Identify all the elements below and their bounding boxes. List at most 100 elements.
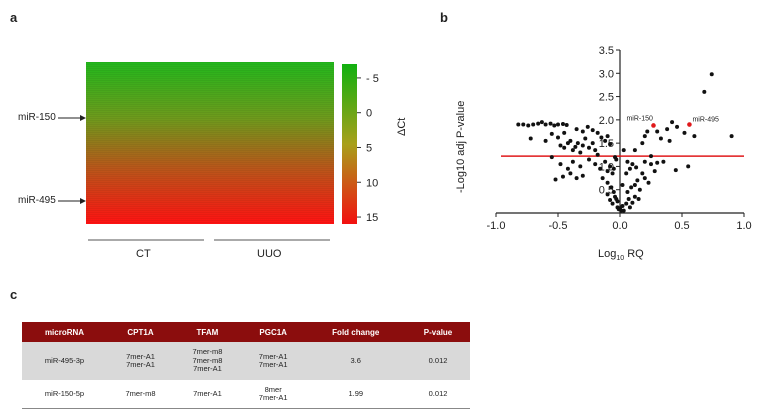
data-point: [603, 138, 608, 143]
data-point: [608, 142, 613, 147]
group-label-uuo: UUO: [257, 248, 282, 260]
volcano-plot: -1.0 -0.5 0.0 0.5 1.00.51.01.52.02.53.03.5mi…: [487, 45, 752, 232]
cell-fold-change: 1.99: [305, 380, 407, 409]
data-point: [528, 136, 533, 141]
y-tick-label: 1.5: [599, 138, 614, 150]
data-point: [686, 164, 691, 169]
cell-fold-change: 3.6: [305, 342, 407, 380]
data-point: [610, 171, 615, 176]
cell-microrna: miR-495-3p: [22, 342, 108, 380]
data-point: [621, 148, 626, 153]
group-label-ct: CT: [136, 248, 151, 260]
y-axis-label: -Log10 adj P-value: [455, 100, 467, 193]
data-point: [580, 129, 585, 134]
data-point: [573, 144, 578, 149]
data-point: [675, 124, 680, 129]
data-point: [616, 207, 621, 212]
data-point: [570, 148, 575, 153]
data-point: [548, 121, 553, 126]
data-point: [564, 122, 569, 127]
data-point: [568, 171, 573, 176]
cell-tfam: 7mer-m8 7mer-m8 7mer-A1: [173, 342, 241, 380]
highlight-label: miR-495: [692, 117, 719, 124]
data-point: [611, 190, 616, 195]
heatmap-panel: - 5 0 5 10 15: [58, 62, 379, 241]
colorbar-tick-label: 0: [366, 108, 372, 120]
col-header-cpt1a: CPT1A: [107, 322, 174, 342]
data-point: [667, 138, 672, 143]
data-point: [608, 164, 613, 169]
data-point: [605, 192, 610, 197]
data-point: [642, 176, 647, 181]
data-point: [531, 122, 536, 127]
data-point: [642, 159, 647, 164]
data-point: [543, 138, 548, 143]
data-point: [620, 183, 625, 188]
data-point: [649, 162, 653, 167]
data-point: [558, 143, 563, 148]
col-header-p-value: P-value: [406, 322, 470, 342]
data-point: [560, 122, 565, 127]
data-point: [640, 171, 645, 176]
data-point: [595, 130, 600, 135]
data-point: [580, 173, 585, 178]
x-tick-label: 1.0: [736, 220, 751, 232]
col-header-tfam: TFAM: [173, 322, 241, 342]
row-label-mir495: miR-495: [18, 195, 56, 206]
data-point: [590, 141, 595, 146]
data-point: [626, 197, 631, 202]
heatmap-texture: [86, 62, 334, 224]
data-point: [562, 145, 567, 150]
data-point: [652, 169, 657, 174]
x-tick-label: -1.0: [487, 220, 506, 232]
arrowhead-mir150: [80, 115, 86, 121]
data-point: [646, 180, 651, 185]
cell-p-value: 0.012: [406, 380, 470, 409]
cell-cpt1a: 7mer-m8: [107, 380, 174, 409]
data-point: [570, 159, 575, 164]
data-point: [611, 166, 616, 171]
data-point: [521, 122, 526, 127]
data-point: [568, 138, 573, 143]
data-point: [665, 127, 670, 132]
highlight-point: [651, 123, 656, 128]
data-point: [562, 130, 567, 135]
data-point: [583, 136, 588, 141]
data-point: [603, 159, 608, 164]
data-point: [625, 159, 630, 164]
data-point: [655, 160, 660, 165]
data-point: [575, 141, 580, 146]
x-axis-label: Log10 RQ: [598, 248, 644, 263]
data-point: [595, 152, 600, 157]
mirna-target-table: microRNA CPT1A TFAM PGC1A Fold change P-…: [22, 322, 470, 409]
data-point: [605, 180, 610, 185]
data-point: [729, 134, 734, 139]
data-point: [590, 128, 595, 133]
data-point: [578, 164, 583, 169]
y-tick-label: 3.0: [599, 68, 614, 80]
data-point: [585, 124, 590, 129]
data-point: [556, 135, 560, 140]
table-row: miR-150-5p 7mer-m8 7mer-A1 8mer 7mer-A1 1…: [22, 380, 470, 409]
data-point: [539, 120, 544, 125]
highlight-point: [687, 122, 692, 127]
data-point: [552, 123, 557, 128]
data-point: [645, 129, 650, 134]
data-point: [556, 122, 560, 127]
y-tick-label: 1.0: [599, 161, 614, 173]
data-point: [600, 176, 605, 181]
table-header-row: microRNA CPT1A TFAM PGC1A Fold change P-…: [22, 322, 470, 342]
colorbar: [342, 64, 357, 224]
x-tick-label: 0.5: [674, 220, 689, 232]
cell-cpt1a: 7mer-A1 7mer-A1: [107, 342, 174, 380]
data-point: [615, 199, 620, 204]
y-tick-label: 2.0: [599, 115, 614, 127]
data-point: [549, 131, 554, 136]
data-point: [605, 169, 610, 174]
data-point: [574, 127, 579, 132]
data-point: [658, 136, 663, 141]
data-point: [632, 148, 637, 153]
data-point: [627, 205, 632, 210]
data-point: [630, 162, 635, 167]
colorbar-tick-label: - 5: [366, 73, 379, 85]
